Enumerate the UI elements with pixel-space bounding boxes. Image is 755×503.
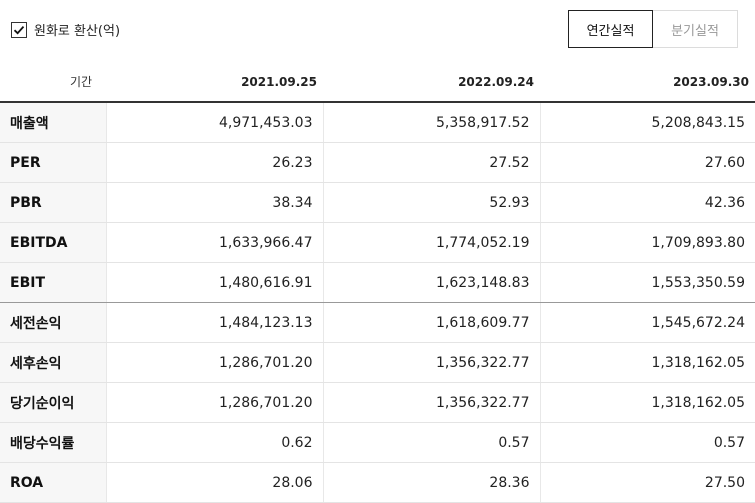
- period-header-1: 2021.09.25: [106, 62, 323, 103]
- cell-value: 5,358,917.52: [323, 102, 541, 143]
- row-label: 매출액: [0, 102, 107, 143]
- table-row: ROA 28.06 28.36 27.50: [0, 462, 755, 503]
- table-row: PER 26.23 27.52 27.60: [0, 142, 755, 183]
- table-row: EBIT 1,480,616.91 1,623,148.83 1,553,350…: [0, 262, 755, 303]
- cell-value: 0.62: [106, 422, 324, 463]
- cell-value: 1,356,322.77: [323, 342, 541, 383]
- row-label: PBR: [0, 182, 107, 223]
- cell-value: 28.36: [323, 462, 541, 503]
- row-label: PER: [0, 142, 107, 183]
- period-header-3: 2023.09.30: [540, 62, 755, 103]
- cell-value: 1,286,701.20: [106, 342, 324, 383]
- row-label: 세후손익: [0, 342, 107, 383]
- table-row: PBR 38.34 52.93 42.36: [0, 182, 755, 223]
- cell-value: 1,709,893.80: [540, 222, 755, 263]
- row-label: 세전손익: [0, 302, 107, 343]
- cell-value: 5,208,843.15: [540, 102, 755, 143]
- row-label: EBITDA: [0, 222, 107, 263]
- checkmark-icon: [13, 25, 25, 34]
- period-toggle: 연간실적 분기실적: [568, 10, 738, 48]
- cell-value: 1,633,966.47: [106, 222, 324, 263]
- cell-value: 1,318,162.05: [540, 382, 755, 423]
- cell-value: 52.93: [323, 182, 541, 223]
- cell-value: 27.52: [323, 142, 541, 183]
- cell-value: 1,623,148.83: [323, 262, 541, 303]
- row-label: 당기순이익: [0, 382, 107, 423]
- table-row: 배당수익률 0.62 0.57 0.57: [0, 422, 755, 463]
- annual-results-button[interactable]: 연간실적: [568, 10, 653, 48]
- cell-value: 4,971,453.03: [106, 102, 324, 143]
- cell-value: 38.34: [106, 182, 324, 223]
- period-header-2: 2022.09.24: [323, 62, 540, 103]
- table-header-row: 기간 2021.09.25 2022.09.24 2023.09.30: [0, 62, 755, 103]
- cell-value: 0.57: [323, 422, 541, 463]
- cell-value: 42.36: [540, 182, 755, 223]
- cell-value: 1,286,701.20: [106, 382, 324, 423]
- period-header-label: 기간: [0, 62, 106, 103]
- cell-value: 28.06: [106, 462, 324, 503]
- table-row: 당기순이익 1,286,701.20 1,356,322.77 1,318,16…: [0, 382, 755, 423]
- cell-value: 1,774,052.19: [323, 222, 541, 263]
- row-label: 배당수익률: [0, 422, 107, 463]
- krw-convert-toggle[interactable]: 원화로 환산(억): [11, 20, 120, 39]
- table-row: 세전손익 1,484,123.13 1,618,609.77 1,545,672…: [0, 302, 755, 343]
- cell-value: 1,545,672.24: [540, 302, 755, 343]
- cell-value: 26.23: [106, 142, 324, 183]
- krw-convert-checkbox[interactable]: [11, 21, 27, 38]
- cell-value: 1,618,609.77: [323, 302, 541, 343]
- row-label: EBIT: [0, 262, 107, 303]
- quarterly-results-button[interactable]: 분기실적: [653, 10, 738, 48]
- table-row: 매출액 4,971,453.03 5,358,917.52 5,208,843.…: [0, 102, 755, 143]
- cell-value: 0.57: [540, 422, 755, 463]
- financials-table: 기간 2021.09.25 2022.09.24 2023.09.30 매출액 …: [0, 62, 755, 503]
- table-row: 세후손익 1,286,701.20 1,356,322.77 1,318,162…: [0, 342, 755, 383]
- cell-value: 1,356,322.77: [323, 382, 541, 423]
- cell-value: 27.50: [540, 462, 755, 503]
- cell-value: 1,553,350.59: [540, 262, 755, 303]
- cell-value: 1,318,162.05: [540, 342, 755, 383]
- table-row: EBITDA 1,633,966.47 1,774,052.19 1,709,8…: [0, 222, 755, 263]
- cell-value: 27.60: [540, 142, 755, 183]
- top-controls: 원화로 환산(억) 연간실적 분기실적: [0, 0, 755, 62]
- row-label: ROA: [0, 462, 107, 503]
- krw-convert-label: 원화로 환산(억): [34, 24, 121, 39]
- cell-value: 1,484,123.13: [106, 302, 324, 343]
- cell-value: 1,480,616.91: [106, 262, 324, 303]
